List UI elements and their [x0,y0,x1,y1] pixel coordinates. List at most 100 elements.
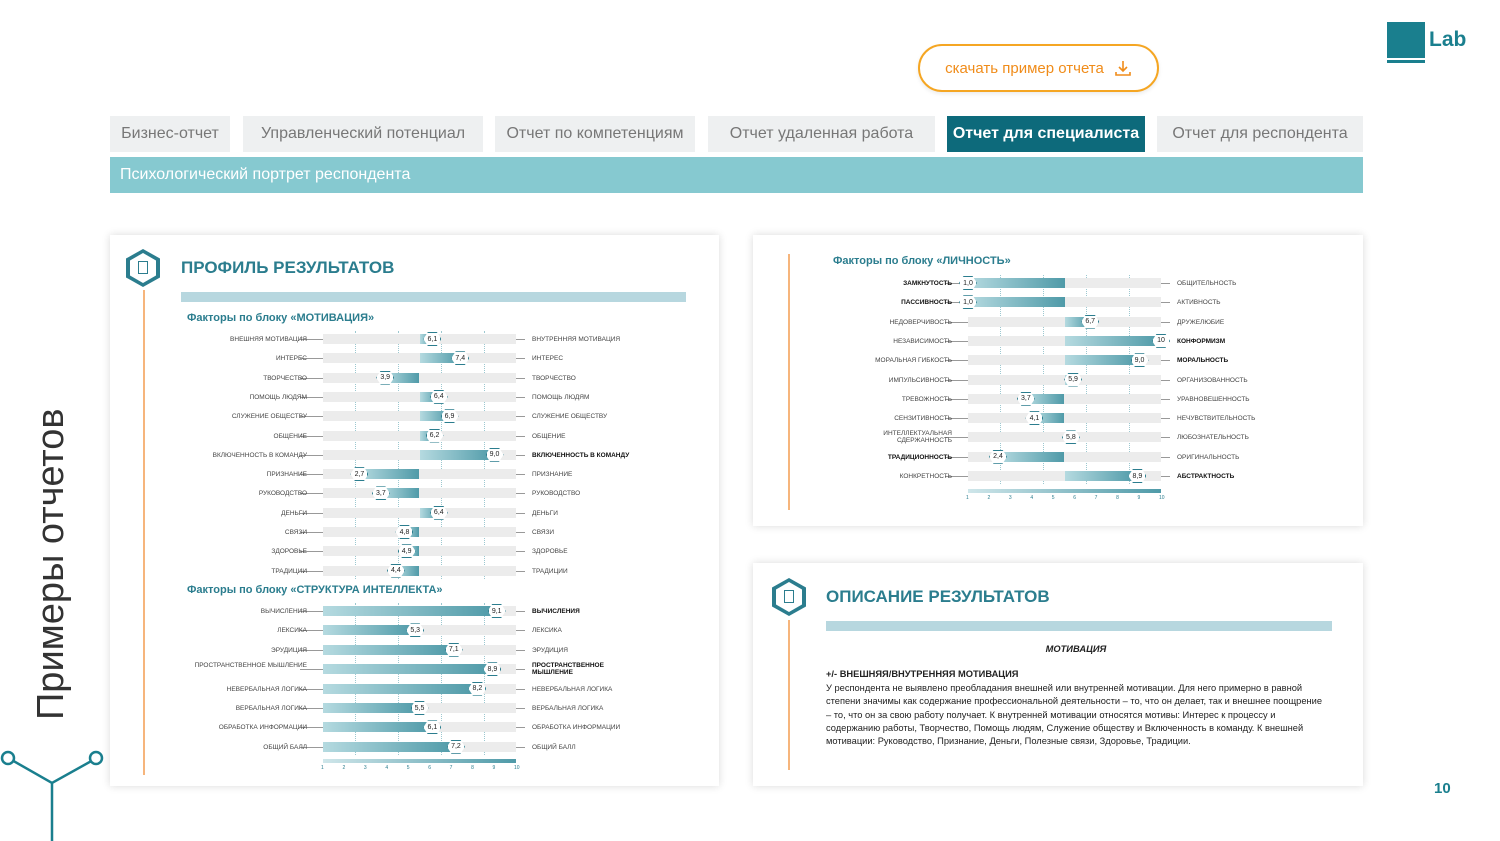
tab-specialist[interactable]: Отчет для специалиста [947,116,1145,152]
right-pole-label: ПОМОЩЬ ЛЮДЯМ [532,393,590,401]
subheader-band: Психологический портрет респондента [110,157,1363,193]
row-track [323,469,516,480]
right-pole-label: НЕЧУВСТВИТЕЛЬНОСТЬ [1177,415,1256,423]
tick-label: 2 [987,495,991,501]
left-pole-label: ИМПУЛЬСИВНОСТЬ [888,376,952,384]
right-pole-label: РУКОВОДСТВО [532,490,581,498]
value-bar [395,565,420,576]
left-pole-label: СЛУЖЕНИЕ ОБЩЕСТВУ [231,413,307,421]
value-badge: 1,0 [959,295,977,310]
left-pole-label: ПРОСТРАНСТВЕННОЕ МЫШЛЕНИЕ [194,662,307,670]
grid-line [440,603,442,755]
right-pole-label: ПРИЗНАНИЕ [532,471,573,479]
right-pole-label: ОБЩИТЕЛЬНОСТЬ [1177,280,1237,287]
value-badge: 2,7 [350,467,369,482]
grid-line [398,603,400,755]
left-pole-label: ВНЕШНЯЯ МОТИВАЦИЯ [230,336,307,343]
tab-remote-work[interactable]: Отчет удаленная работа [708,116,935,152]
row-track [968,297,1161,308]
value-badge: 5,5 [410,701,429,715]
value-badge: 6,2 [425,428,444,443]
value-badge: 9,1 [487,604,506,618]
value-bar [1064,335,1161,346]
right-pole-label: ЗДОРОВЬЕ [532,548,568,556]
right-pole-label: ДРУЖЕЛЮБИЕ [1177,318,1225,326]
value-badge: 4,1 [1025,411,1044,426]
tab-label: Отчет для специалиста [952,125,1140,142]
right-pole-label: ОБЩИЙ БАЛЛ [532,743,576,751]
left-pole-label: МОРАЛЬНАЯ ГИБКОСТЬ [875,357,952,365]
value-bar [323,703,420,713]
right-pole-label: ИНТЕРЕС [532,355,564,363]
right-pole-label: ЭРУДИЦИЯ [532,646,568,654]
right-pole-label: ПРОСТРАНСТВЕННОЕ МЫШЛЕНИЕ [532,662,604,677]
value-bar [968,297,1065,308]
left-pole-label: ОБЩЕНИЕ [273,432,307,440]
description-title: ОПИСАНИЕ РЕЗУЛЬТАТОВ [826,587,1050,606]
left-pole-label: ДЕНЬГИ [281,509,307,517]
left-pole-label: ПАССИВНОСТЬ [901,299,952,307]
tab-business-report[interactable]: Бизнес-отчет [110,116,230,152]
download-sample-button[interactable]: скачать пример отчета [918,44,1159,92]
intellect-chart-title: Факторы по блоку «СТРУКТУРА ИНТЕЛЛЕКТА» [187,584,443,596]
value-badge: 2,4 [989,449,1008,464]
left-pole-label: ТРАДИЦИИ [271,567,307,575]
right-pole-label: ВЕРБАЛЬНАЯ ЛОГИКА [532,705,604,712]
logo-text: Lab [1429,28,1467,51]
value-badge: 5,8 [1061,430,1080,445]
tick-label: 5 [1051,495,1055,501]
row-track [323,488,516,499]
tick-label: 3 [1008,495,1012,501]
tick-label: 2 [342,765,346,771]
left-pole-label: НЕВЕРБАЛЬНАЯ ЛОГИКА [226,685,307,693]
right-pole-label: АБСТРАКТНОСТЬ [1177,473,1235,480]
value-badge: 1,0 [959,276,977,290]
value-badge: 3,9 [376,370,395,385]
tab-management-potential[interactable]: Управленческий потенциал [243,116,483,152]
value-bar [998,451,1065,462]
left-pole-label: ВЕРБАЛЬНАЯ ЛОГИКА [235,705,307,712]
tick-label: 1 [966,495,969,501]
value-badge: 6,7 [1081,314,1100,329]
value-bar [419,449,495,460]
right-pole-label: ОРГАНИЗОВАННОСТЬ [1177,376,1248,384]
right-pole-label: АКТИВНОСТЬ [1177,299,1221,307]
row-track [323,565,516,576]
logo-mark-icon [1387,22,1425,63]
scale-bar [323,759,516,763]
right-pole-label: СЛУЖЕНИЕ ОБЩЕСТВУ [532,413,608,421]
left-pole-label: ВКЛЮЧЕННОСТЬ В КОМАНДУ [212,451,307,459]
value-badge: 7,4 [451,351,470,366]
factor-heading: +/- ВНЕШНЯЯ/ВНУТРЕННЯЯ МОТИВАЦИЯ [826,669,1019,680]
left-pole-label: ОБЩИЙ БАЛЛ [263,743,307,751]
value-bar [385,372,420,383]
value-bar [323,741,456,752]
tab-label: Бизнес-отчет [121,125,219,142]
value-bar [359,469,420,480]
right-pole-label: ОБЩЕНИЕ [532,432,566,440]
tick-label: 8 [1116,495,1119,501]
left-pole-label: ИНТЕЛЛЕКТУАЛЬНАЯ СДЕРЖАННОСТЬ [883,430,952,445]
tick-label: 3 [363,765,367,771]
row-track [323,527,516,537]
right-pole-label: ВЫЧИСЛЕНИЯ [532,608,580,615]
tab-respondent[interactable]: Отчет для респондента [1157,116,1363,152]
tick-label: 9 [1137,495,1141,501]
left-pole-label: ОБРАБОТКА ИНФОРМАЦИИ [218,724,307,732]
left-pole-label: ИНТЕРЕС [275,355,307,363]
section-heading: МОТИВАЦИЯ [1045,644,1107,654]
row-track [323,372,516,383]
network-decoration-icon [0,750,104,841]
download-icon [1115,61,1131,76]
tab-label: Отчет для респондента [1172,125,1348,142]
left-pole-label: ТВОРЧЕСТВО [263,374,307,382]
right-pole-label: ВКЛЮЧЕННОСТЬ В КОМАНДУ [532,451,630,459]
value-bar [419,507,439,518]
description-body: МОТИВАЦИЯ +/- ВНЕШНЯЯ/ВНУТРЕННЯЯ МОТИВАЦ… [826,643,1326,749]
grid-line [355,603,357,755]
right-pole-label: МОРАЛЬНОСТЬ [1177,357,1229,365]
left-pole-label: ЛЕКСИКА [277,627,307,635]
tab-competencies[interactable]: Отчет по компетенциям [495,116,695,152]
value-bar [323,606,497,616]
value-bar [323,664,493,675]
